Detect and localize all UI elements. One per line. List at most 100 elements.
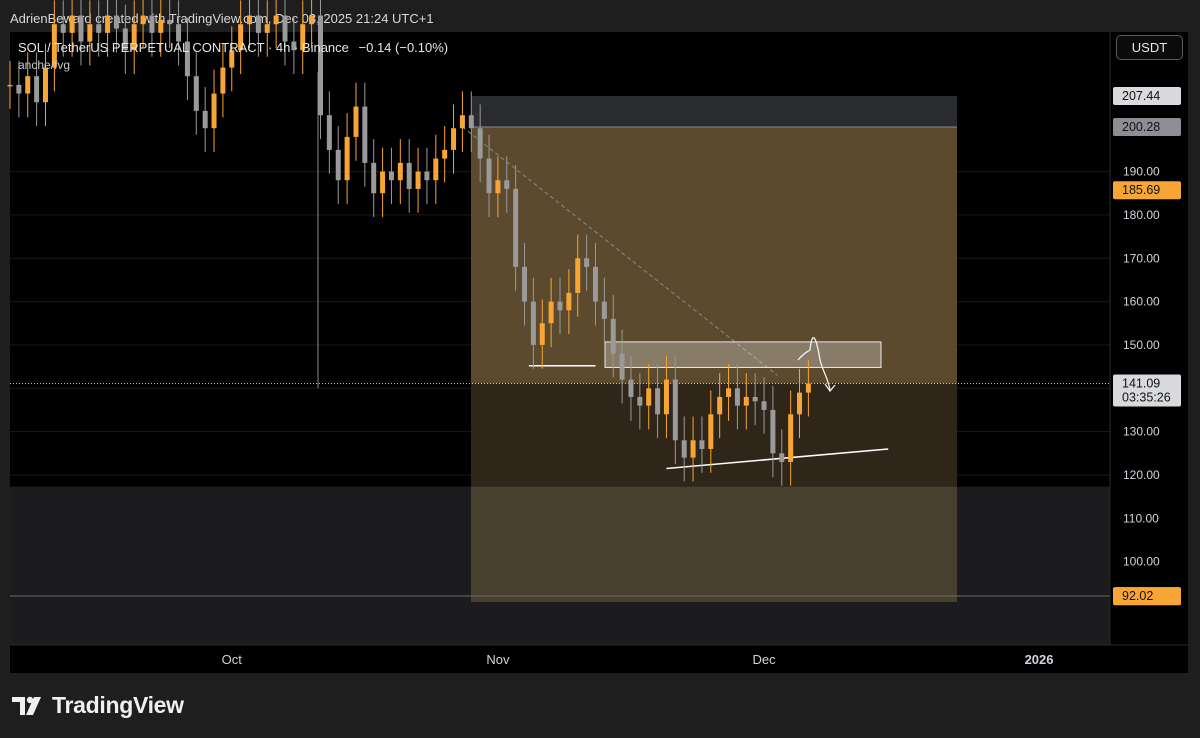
indicator-legend[interactable]: anche/fvg	[18, 58, 71, 72]
candle-body	[34, 76, 40, 103]
y-tick-label: 130.00	[1123, 425, 1160, 439]
candle-body	[273, 15, 279, 25]
candle-body	[291, 41, 297, 51]
candle-body	[690, 440, 696, 458]
candle-body	[433, 158, 439, 181]
support-trendline	[666, 448, 889, 470]
candle-body	[770, 409, 776, 454]
candle-body	[539, 323, 545, 345]
candle-body	[672, 379, 678, 441]
price-label-text: 207.44	[1122, 89, 1160, 103]
x-tick-label: Nov	[486, 652, 510, 667]
candle-body	[113, 15, 119, 29]
candle-body	[743, 396, 749, 406]
candle-body	[149, 15, 155, 33]
currency-button[interactable]: USDT	[1116, 35, 1183, 60]
candle-body	[220, 67, 226, 94]
candle-body	[637, 396, 643, 406]
projection-path	[797, 337, 831, 391]
candle-body	[681, 440, 687, 458]
candle-body	[513, 188, 519, 267]
candle-body	[353, 106, 359, 137]
candle-body	[761, 401, 767, 410]
candle-body	[362, 106, 368, 163]
candle-body	[504, 180, 510, 189]
candle-body	[158, 19, 164, 33]
candle-body	[167, 19, 173, 25]
candle-body	[309, 15, 315, 25]
price-label-92.02	[1113, 587, 1181, 606]
candle-body	[726, 388, 732, 397]
candle-body	[442, 149, 448, 159]
candle-body	[566, 292, 572, 311]
measure-box-lower	[471, 383, 957, 487]
candle-body	[477, 128, 483, 159]
candle-body	[459, 115, 465, 129]
candle-body	[397, 162, 403, 181]
candle-body	[486, 158, 492, 194]
candle-body	[7, 84, 13, 87]
price-change: −0.14 (−0.10%)	[358, 40, 449, 55]
candle-body	[752, 396, 758, 402]
candle-body	[238, 24, 244, 51]
x-tick-label: Oct	[222, 652, 243, 667]
candle-body	[42, 67, 48, 103]
candle-body	[140, 15, 146, 25]
candle-body	[317, 15, 323, 116]
candle-body	[122, 28, 128, 51]
tradingview-wordmark: TradingView	[52, 692, 184, 718]
candle-body	[60, 24, 66, 33]
y-tick-label: 120.00	[1123, 468, 1160, 482]
candle-body	[655, 388, 661, 415]
candle-body	[575, 258, 581, 293]
y-tick-label: 160.00	[1123, 295, 1160, 309]
candle-body	[202, 110, 208, 129]
candle-body	[96, 24, 102, 33]
candle-body	[548, 301, 554, 324]
candle-body	[176, 24, 182, 42]
top-ribbon	[471, 95, 957, 128]
symbol-title[interactable]: SOL / TetherUS PERPETUAL CONTRACT · 4h ·…	[18, 40, 349, 55]
y-tick-label: 170.00	[1123, 251, 1160, 265]
price-label-200.28	[1113, 118, 1181, 137]
y-tick-label: 180.00	[1123, 208, 1160, 222]
candle-body	[105, 15, 111, 33]
candle-body	[78, 15, 84, 42]
tradingview-mark-icon	[12, 693, 46, 719]
candle-body	[699, 440, 705, 449]
candle-body	[646, 388, 652, 406]
candle-body	[663, 379, 669, 415]
projection-arrow-icon	[824, 383, 836, 393]
symbol-legend[interactable]: SOL / TetherUS PERPETUAL CONTRACT · 4h ·…	[18, 40, 448, 55]
time-axis	[10, 645, 1188, 673]
candle-body	[371, 162, 377, 194]
candle-body	[592, 266, 598, 302]
candle-body	[522, 266, 528, 302]
candle-body	[211, 93, 217, 129]
candle-body	[193, 76, 199, 111]
candle-body	[184, 41, 190, 77]
candle-body	[69, 15, 75, 33]
candle-body	[805, 383, 811, 393]
candle-body	[16, 84, 22, 94]
candle-body	[628, 379, 634, 397]
candle-body	[619, 353, 625, 380]
price-label-text: 185.69	[1122, 183, 1160, 197]
candle-body	[708, 414, 714, 449]
y-tick-label: 190.00	[1123, 165, 1160, 179]
candle-body	[131, 24, 137, 51]
price-label-text: 200.28	[1122, 120, 1160, 134]
price-label-207.44	[1113, 86, 1181, 105]
fvg-zone	[604, 341, 882, 368]
price-label-text: 141.09	[1122, 377, 1160, 391]
countdown-label: 03:35:26	[1122, 391, 1171, 405]
candle-body	[229, 50, 235, 68]
candle-body	[557, 301, 563, 311]
tradingview-logo: TradingView	[12, 692, 184, 719]
candle-body	[326, 115, 332, 150]
candle-body	[255, 15, 261, 33]
x-tick-label: Dec	[752, 652, 776, 667]
candle-body	[388, 171, 394, 181]
candle-body	[264, 24, 270, 33]
